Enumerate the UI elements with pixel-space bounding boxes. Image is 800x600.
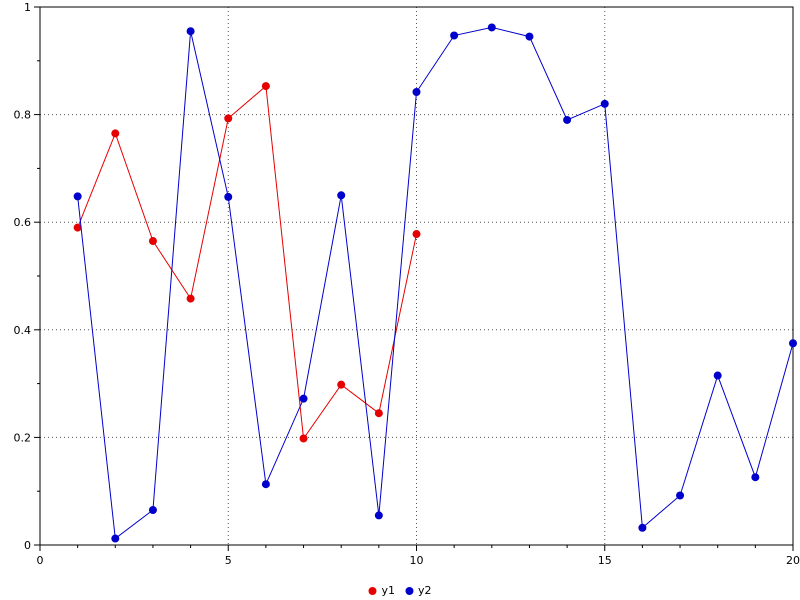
svg-text:1: 1	[24, 1, 31, 14]
legend-item-y1: y1	[368, 584, 395, 597]
svg-text:0: 0	[37, 554, 44, 567]
svg-text:5: 5	[225, 554, 232, 567]
svg-text:0.4: 0.4	[14, 324, 32, 337]
legend-item-y2: y2	[405, 584, 432, 597]
svg-text:10: 10	[410, 554, 424, 567]
legend-marker	[368, 586, 377, 595]
svg-text:0.8: 0.8	[14, 109, 32, 122]
legend-label-y2: y2	[418, 584, 432, 597]
svg-text:0.2: 0.2	[14, 431, 32, 444]
svg-text:0.6: 0.6	[14, 216, 32, 229]
legend: y1 y2	[368, 584, 432, 597]
legend-marker	[405, 586, 413, 595]
svg-text:20: 20	[786, 554, 800, 567]
legend-label-y1: y1	[381, 584, 395, 597]
svg-text:15: 15	[598, 554, 612, 567]
svg-text:0: 0	[24, 539, 31, 552]
